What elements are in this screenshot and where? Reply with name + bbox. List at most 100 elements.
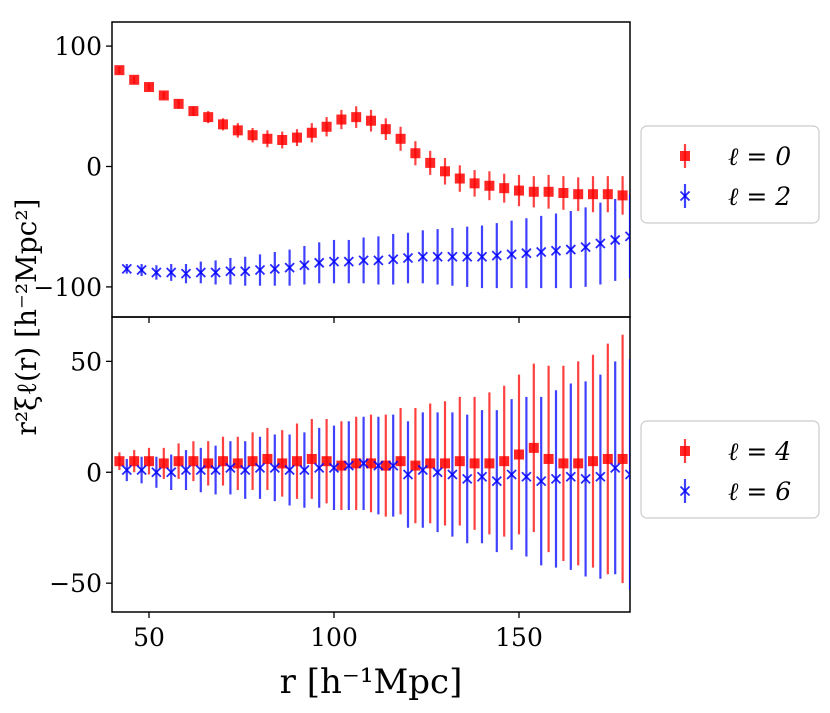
top-series-1-point-stroke-b: [358, 255, 369, 266]
top-series-1-point-stroke-b: [328, 256, 340, 267]
bottom-series-1-point: [343, 460, 354, 471]
top-series-1-point-stroke-b: [491, 250, 502, 261]
top-series-1-point: [240, 266, 251, 277]
bottom-series-0-point: [573, 458, 584, 469]
top-series-0-point: [380, 124, 391, 135]
bottom-series-1-point: [166, 467, 177, 478]
bottom-series-0-point: [306, 453, 317, 464]
top-series-0-point: [336, 114, 347, 125]
top-series-1-point: [624, 231, 630, 242]
top-series-0-point: [440, 166, 450, 177]
top-series-0-point: [277, 135, 288, 145]
top-series-0-point: [262, 133, 273, 144]
bottom-legend-label: ℓ = 6: [728, 477, 791, 506]
bottom-series-1-point-stroke-b: [180, 464, 192, 476]
top-series-0-point: [129, 74, 140, 85]
bottom-legend-entry-1: ℓ = 6: [679, 477, 791, 506]
top-series-1-point-stroke-b: [521, 248, 532, 259]
bottom-series-1-point-stroke-b: [284, 464, 295, 476]
bottom-series-1-point-stroke-b: [610, 462, 621, 473]
bottom-series-1-point: [121, 464, 132, 476]
top-series-1-point-stroke-b: [565, 244, 576, 255]
top-series-0-point: [144, 82, 154, 93]
top-series-1-point-stroke-b: [624, 235, 630, 242]
bottom-series-1-point: [491, 475, 502, 487]
top-series-0-point: [306, 127, 317, 138]
bottom-series-1-point: [373, 460, 384, 471]
y-axis-label: r²ξℓ(r) [h⁻²Mpc²]: [10, 199, 43, 436]
bottom-series-1-point: [195, 464, 206, 476]
top-series-1-point-stroke-b: [299, 260, 310, 271]
top-series-0-point: [425, 157, 436, 168]
top-series-0-point: [173, 98, 184, 109]
bottom-series-0-point: [366, 458, 376, 469]
top-series-0-point: [514, 185, 524, 196]
bottom-series-1-point: [299, 464, 310, 476]
top-series-1-point-stroke-b: [476, 251, 488, 262]
bottom-series-0-point: [617, 453, 628, 464]
bottom-series-0-point: [558, 458, 569, 469]
bottom-y-tick-label: 0: [86, 458, 102, 487]
bottom-series-0-point: [321, 456, 332, 467]
bottom-series-0: [114, 334, 628, 584]
top-legend-marker-stroke-b: [679, 190, 691, 202]
bottom-series-0-point: [588, 456, 598, 467]
top-series-1-point: [388, 254, 399, 265]
top-series-1-point-stroke-b: [136, 264, 147, 276]
top-series-0-point: [602, 189, 613, 200]
top-series-1-point-stroke-b: [373, 255, 384, 266]
bottom-y-tick-label: −50: [49, 569, 102, 598]
top-series-1-point: [565, 244, 576, 255]
top-series-0: [114, 65, 628, 215]
bottom-series-0-point: [277, 458, 288, 469]
top-series-0-point: [188, 106, 199, 117]
bottom-series-1-point-stroke-b: [447, 469, 458, 480]
bottom-series-1-point-stroke-b: [195, 464, 206, 476]
bottom-series-0-point: [528, 442, 539, 453]
bottom-series-1-point: [151, 467, 162, 478]
top-series-1-point-stroke-b: [550, 245, 562, 256]
top-series-1-point-stroke-a: [624, 231, 630, 238]
bottom-series-1-point: [610, 462, 621, 473]
bottom-series-0-point: [144, 456, 154, 467]
bottom-series-0-point: [158, 458, 169, 469]
top-series-0-point: [528, 186, 539, 197]
bottom-series-1-point: [402, 469, 414, 480]
x-tick-label: 50: [133, 623, 165, 652]
x-axis-label: r [h⁻¹Mpc]: [280, 662, 463, 702]
top-series-1-point-stroke-b: [195, 267, 206, 278]
bottom-series-1-point: [595, 471, 606, 482]
bottom-series-0-point: [262, 453, 273, 464]
top-series-1-point-stroke-b: [210, 267, 221, 278]
top-series-0-point: [292, 132, 302, 143]
top-series-0-point: [543, 186, 554, 197]
bottom-legend-label: ℓ = 4: [728, 437, 791, 466]
top-legend-label: ℓ = 0: [728, 142, 791, 171]
bottom-series-1-point: [225, 462, 236, 473]
top-series-1-point-stroke-b: [121, 263, 132, 274]
bottom-series-1-point-stroke-b: [269, 462, 280, 473]
bottom-series-1-point: [269, 462, 280, 473]
top-series-1-point: [314, 257, 325, 268]
bottom-series-1-point-stroke-b: [624, 473, 630, 480]
top-series-1-point: [210, 267, 221, 278]
top-series-1-point: [402, 252, 414, 264]
bottom-series-0-point: [380, 460, 391, 471]
bottom-series-1-point: [210, 464, 221, 476]
bottom-series-1-point-stroke-b: [506, 469, 517, 480]
top-series-1-point: [254, 264, 266, 276]
bottom-series-1-point-stroke-b: [595, 471, 606, 482]
bottom-legend-marker-stroke-b: [679, 485, 691, 497]
bottom-series-0-point: [543, 453, 554, 464]
bottom-series-0-point: [232, 458, 243, 469]
top-series-0-point: [454, 173, 465, 184]
top-series-1-point: [550, 245, 562, 256]
top-series-1-point: [506, 249, 517, 260]
bottom-series-0-point: [351, 458, 362, 469]
top-series-1-point-stroke-b: [166, 267, 177, 278]
top-panel-frame: [111, 21, 631, 318]
bottom-series-1-point: [624, 469, 630, 480]
top-series-1-point: [521, 248, 532, 259]
bottom-series-0-point: [425, 458, 436, 469]
top-series-1-point-stroke-b: [432, 251, 443, 262]
